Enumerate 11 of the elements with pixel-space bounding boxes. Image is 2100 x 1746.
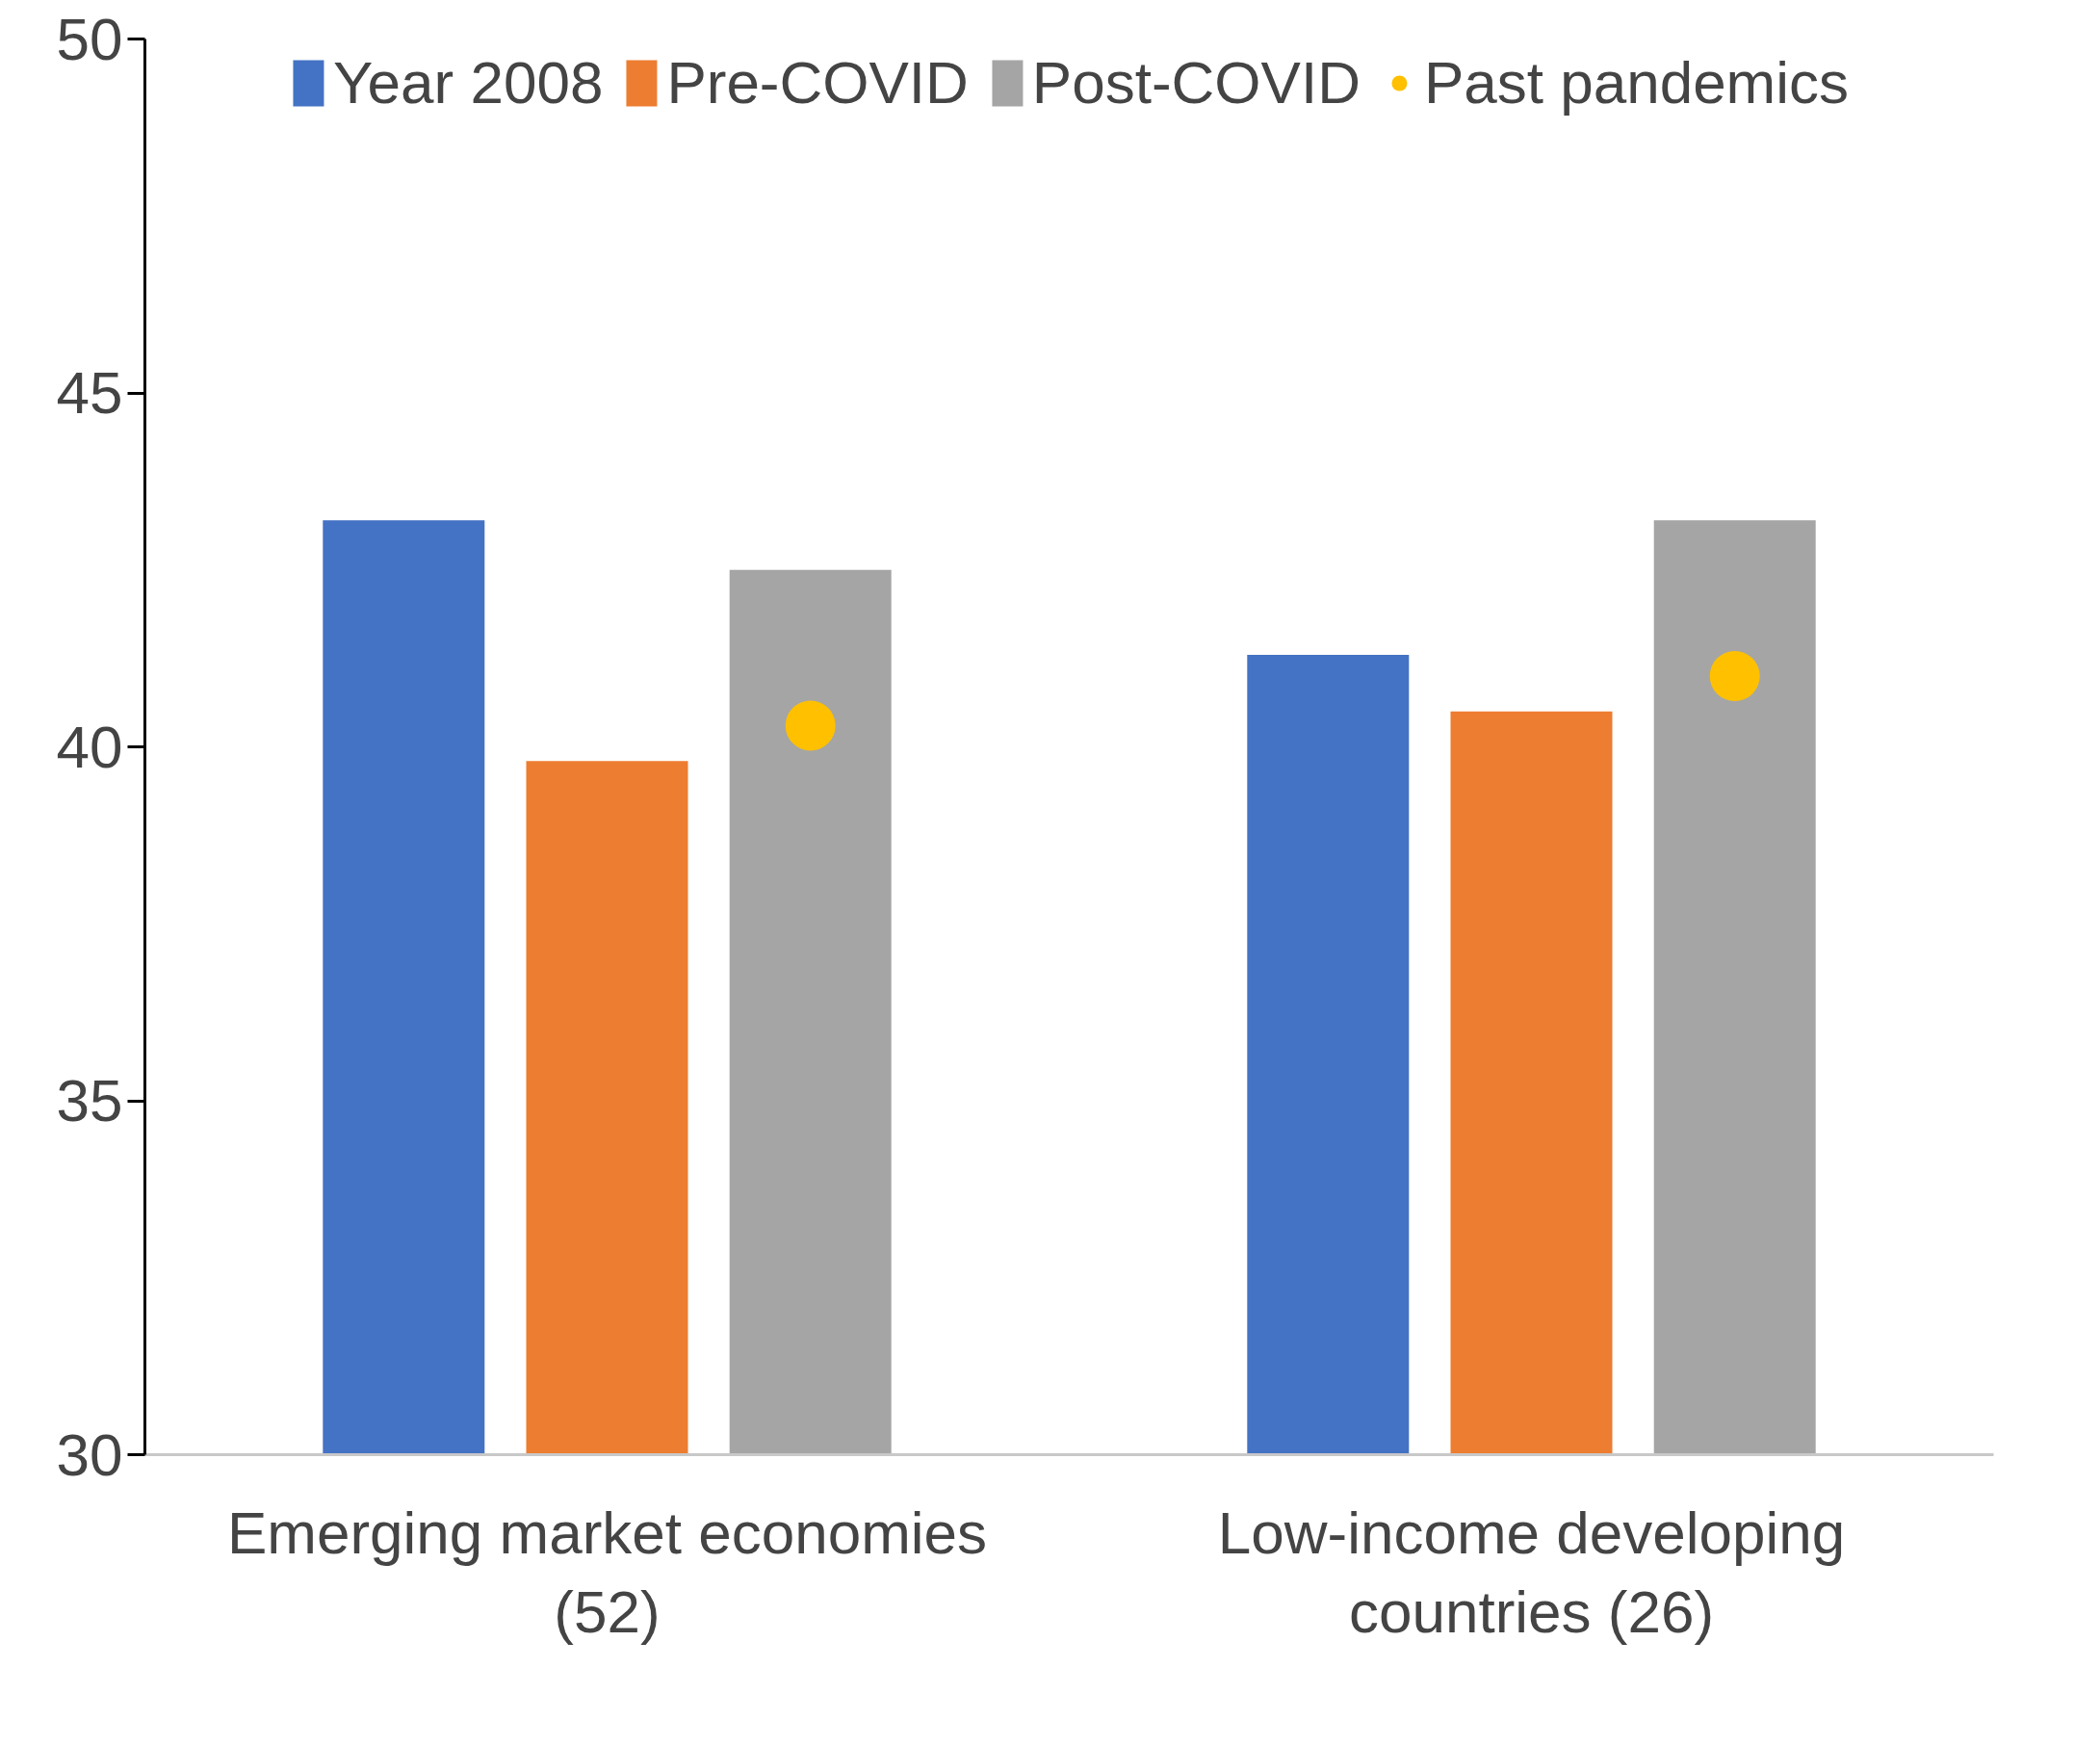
y-tick-label: 40 xyxy=(56,713,123,780)
y-tick-label: 35 xyxy=(56,1067,123,1134)
legend-label: Year 2008 xyxy=(332,48,604,117)
legend-label: Post-COVID xyxy=(1031,48,1361,117)
y-tick-label: 45 xyxy=(56,359,123,426)
legend-label: Pre-COVID xyxy=(666,48,969,117)
x-tick-label: Emerging market economies (52) xyxy=(226,1498,988,1646)
y-tick-label: 50 xyxy=(56,5,123,72)
y-tick-label: 30 xyxy=(56,1420,123,1488)
x-tick-label: Low-income developing countries (26) xyxy=(1217,1498,1846,1646)
legend-label: Past pandemics xyxy=(1423,48,1850,117)
